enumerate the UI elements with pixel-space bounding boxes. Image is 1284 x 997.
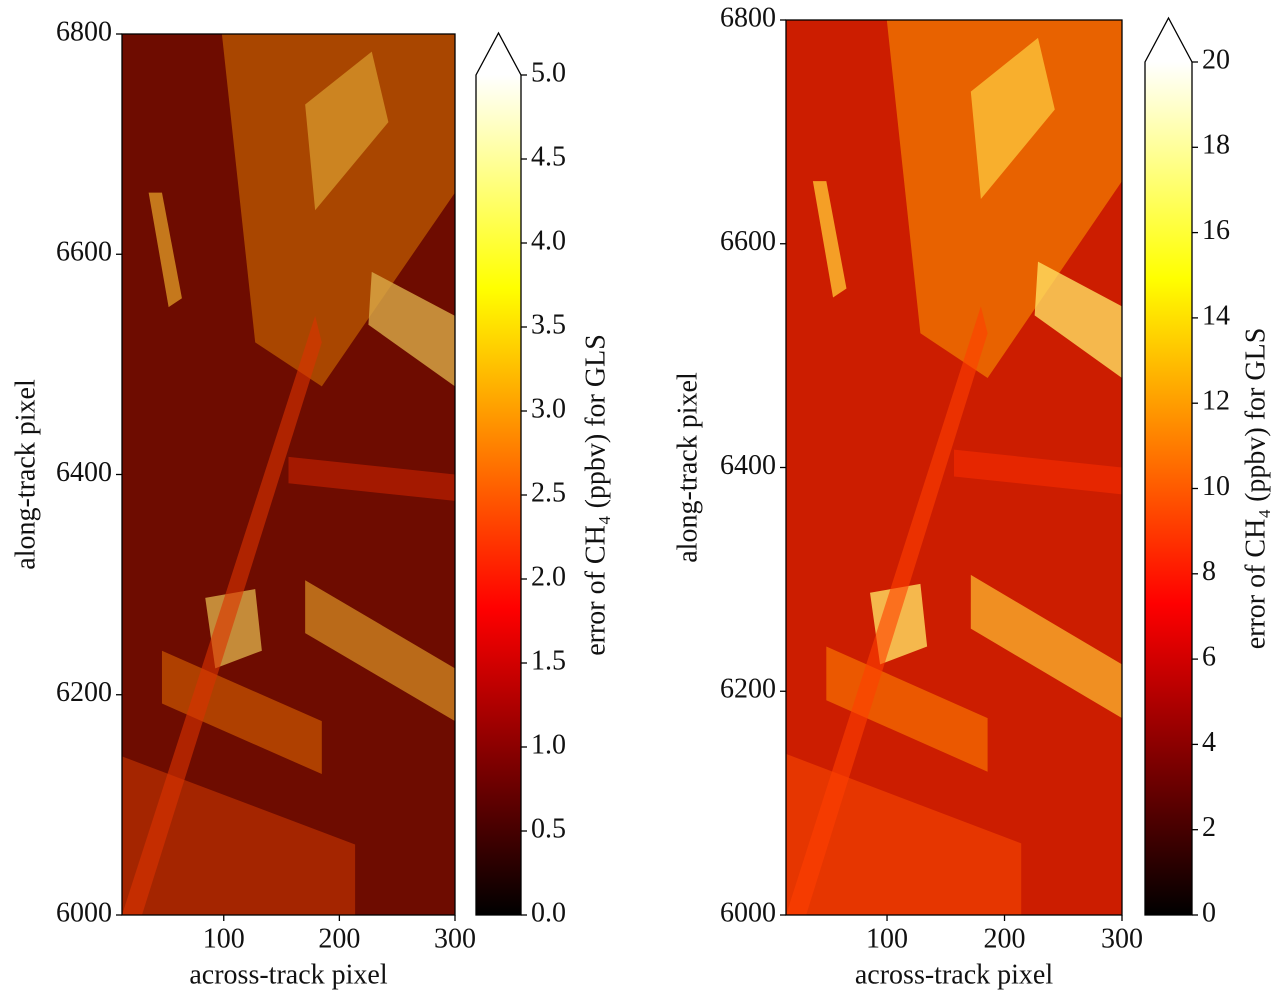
colorbar-extension: [1145, 18, 1192, 62]
colorbar-label: error of CH₄ (ppbv) for GLS: [1240, 328, 1271, 650]
colorbar-outline: [1144, 16, 1193, 916]
colorbar-tick-label: 2: [1202, 812, 1216, 843]
x-axis-label: across-track pixel: [189, 959, 387, 990]
colorbar-tick-label: 1.0: [531, 729, 566, 760]
y-tick-label: 6000: [56, 897, 112, 928]
colorbar-tick-label: 5.0: [531, 57, 566, 88]
colorbar-outline: [475, 31, 522, 916]
colorbar-tick-label: 2.5: [531, 477, 566, 508]
colorbar-tick-label: 8: [1202, 556, 1216, 587]
y-tick-label: 6400: [720, 450, 776, 481]
x-tick-label: 300: [434, 923, 476, 954]
colorbar-tick-label: 18: [1202, 130, 1230, 161]
y-axis-label: along-track pixel: [10, 379, 41, 570]
colorbar-tick-label: 0: [1202, 897, 1216, 928]
heatmap-image: [786, 20, 1122, 915]
y-tick-label: 6800: [720, 2, 776, 33]
colorbar-tick-label: 4: [1202, 727, 1216, 758]
y-tick-label: 6200: [56, 677, 112, 708]
y-axis-label: along-track pixel: [672, 372, 703, 563]
x-axis-label: across-track pixel: [855, 959, 1053, 990]
y-tick-label: 6000: [720, 897, 776, 928]
colorbar: [1145, 62, 1192, 915]
x-tick-label: 200: [318, 923, 360, 954]
y-tick-label: 6600: [56, 237, 112, 268]
y-tick-label: 6200: [720, 674, 776, 705]
y-tick-label: 6400: [56, 457, 112, 488]
y-tick-label: 6600: [720, 226, 776, 257]
colorbar: [476, 75, 521, 915]
colorbar-tick-label: 3.0: [531, 393, 566, 424]
x-tick-label: 200: [984, 923, 1026, 954]
colorbar-tick-label: 4.5: [531, 141, 566, 172]
colorbar-tick-label: 10: [1202, 471, 1230, 502]
colorbar-tick-label: 14: [1202, 300, 1230, 331]
colorbar-tick-label: 6: [1202, 642, 1216, 673]
colorbar-tick-label: 2.0: [531, 561, 566, 592]
y-tick-label: 6800: [56, 16, 112, 47]
colorbar-tick-label: 20: [1202, 44, 1230, 75]
colorbar-tick-label: 4.0: [531, 225, 566, 256]
x-tick-label: 100: [203, 923, 245, 954]
colorbar-tick-label: 0.0: [531, 897, 566, 928]
colorbar-tick-label: 3.5: [531, 309, 566, 340]
colorbar-tick-label: 0.5: [531, 813, 566, 844]
colorbar-tick-label: 12: [1202, 386, 1230, 417]
colorbar-tick-label: 1.5: [531, 645, 566, 676]
heatmap-image: [122, 34, 455, 915]
colorbar-label: error of CH₄ (ppbv) for GLS: [580, 334, 611, 656]
x-tick-label: 300: [1101, 923, 1143, 954]
x-tick-label: 100: [866, 923, 908, 954]
colorbar-extension: [476, 33, 521, 75]
colorbar-tick-label: 16: [1202, 215, 1230, 246]
